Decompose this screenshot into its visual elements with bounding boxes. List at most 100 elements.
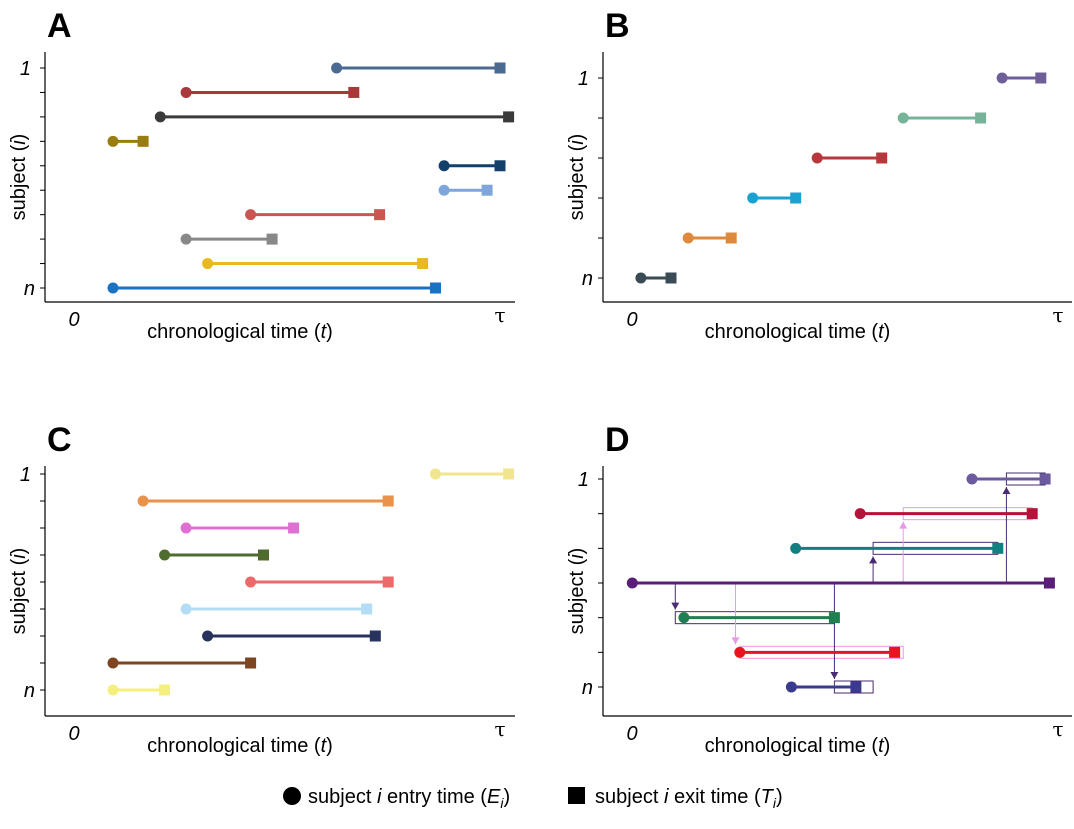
transfer-arrowhead <box>869 556 878 564</box>
entry-point <box>430 468 441 480</box>
entry-point <box>159 549 171 561</box>
x-tick-label-zero: 0 <box>626 723 637 745</box>
entry-point <box>785 681 797 693</box>
legend-exit-label: subject i exit time (Ti) <box>595 786 783 811</box>
exit-point <box>1043 577 1055 589</box>
entry-point <box>678 612 690 624</box>
exit-point <box>889 646 901 658</box>
exit-point <box>494 62 506 74</box>
entry-point <box>180 522 192 534</box>
panel-label: B <box>605 7 630 45</box>
exit-point <box>828 612 840 624</box>
panel-b: B 1 n 0 τ chronological time (t) subject (i) <box>566 7 1072 343</box>
entry-point <box>438 160 450 172</box>
exit-point <box>1026 508 1038 520</box>
transfer-arrowhead <box>830 672 839 679</box>
entry-point <box>180 86 192 98</box>
panel-c: C1 n 0 τ chronological time (t) subject (i) <box>8 421 515 757</box>
entry-point <box>202 258 214 270</box>
y-tick-label-bottom: n <box>24 680 35 702</box>
y-tick-label-top: 1 <box>578 469 589 491</box>
entry-point <box>202 630 214 642</box>
entry-point <box>107 135 119 147</box>
entry-point <box>790 542 802 554</box>
exit-point <box>850 681 862 693</box>
transfer-arrowhead <box>671 602 680 610</box>
x-axis-label: chronological time (t) <box>705 321 891 343</box>
y-tick-label-top: 1 <box>578 68 589 90</box>
panel-label: D <box>605 421 630 459</box>
x-tick-label-zero: 0 <box>68 309 79 331</box>
legend-exit-symbol <box>568 787 585 804</box>
x-tick-label-tau: τ <box>494 303 505 327</box>
x-axis-label: chronological time (t) <box>705 735 891 757</box>
exit-point <box>494 160 506 172</box>
exit-point <box>159 684 171 696</box>
exit-point <box>258 549 269 561</box>
x-axis-label: chronological time (t) <box>147 735 333 757</box>
exit-point <box>992 542 1004 554</box>
entry-point <box>854 508 866 520</box>
exit-point <box>266 233 278 245</box>
exit-point <box>417 258 429 270</box>
entry-point <box>331 62 343 74</box>
entry-point <box>107 684 119 696</box>
exit-point <box>137 135 149 147</box>
x-tick-label-tau: τ <box>1052 717 1063 741</box>
entry-point <box>897 112 909 124</box>
entry-point <box>966 473 978 485</box>
x-axis-label: chronological time (t) <box>147 321 333 343</box>
y-axis-label: subject (i) <box>566 134 588 221</box>
legend-entry-label: subject i entry time (Ei) <box>308 786 510 811</box>
y-tick-label-top: 1 <box>20 58 31 80</box>
exit-point <box>481 184 493 196</box>
panel-d: D1 n 0 τ chronological time (t) subject (i) <box>566 421 1072 757</box>
entry-point <box>245 209 257 221</box>
transfer-arrowhead <box>899 521 908 529</box>
exit-point <box>790 192 802 204</box>
entry-point <box>154 111 166 123</box>
entry-point <box>137 495 149 507</box>
y-axis-label: subject (i) <box>8 134 30 221</box>
exit-point <box>374 209 386 221</box>
exit-point <box>665 272 677 284</box>
exit-point <box>1035 72 1047 84</box>
exit-point <box>503 468 515 480</box>
x-tick-label-zero: 0 <box>68 723 79 745</box>
exit-point <box>876 152 888 164</box>
transfer-arrowhead <box>1002 487 1011 494</box>
entry-point <box>107 657 119 669</box>
exit-point <box>430 282 441 294</box>
entry-point <box>996 72 1008 84</box>
entry-point <box>682 232 694 244</box>
x-tick-label-tau: τ <box>494 717 505 741</box>
exit-point <box>245 657 257 669</box>
entry-point <box>747 192 759 204</box>
exit-point <box>361 603 373 615</box>
entry-point <box>635 272 647 284</box>
panel-label: A <box>47 7 72 45</box>
exit-point <box>975 112 987 124</box>
exit-point <box>382 576 394 588</box>
x-tick-label-tau: τ <box>1052 303 1063 327</box>
entry-point <box>107 282 119 294</box>
legend-entry-symbol <box>283 787 301 805</box>
panel-label: C <box>47 421 72 459</box>
exit-point <box>288 522 300 534</box>
legend: subject i entry time (Ei) subject i exit … <box>283 786 783 811</box>
exit-point <box>348 86 360 98</box>
entry-point <box>811 152 823 164</box>
exit-point <box>369 630 381 642</box>
y-tick-label-bottom: n <box>582 677 593 699</box>
y-tick-label-bottom: n <box>24 278 35 300</box>
y-tick-label-bottom: n <box>582 268 593 290</box>
exit-point <box>725 232 737 244</box>
x-tick-label-zero: 0 <box>626 309 637 331</box>
transfer-arrowhead <box>731 637 740 645</box>
y-tick-label-top: 1 <box>20 464 31 486</box>
entry-point <box>180 233 192 245</box>
panel-a: A1 n 0 τ chronological time (t) subject (i) <box>8 7 515 343</box>
y-axis-label: subject (i) <box>566 548 588 635</box>
exit-point <box>382 495 394 507</box>
